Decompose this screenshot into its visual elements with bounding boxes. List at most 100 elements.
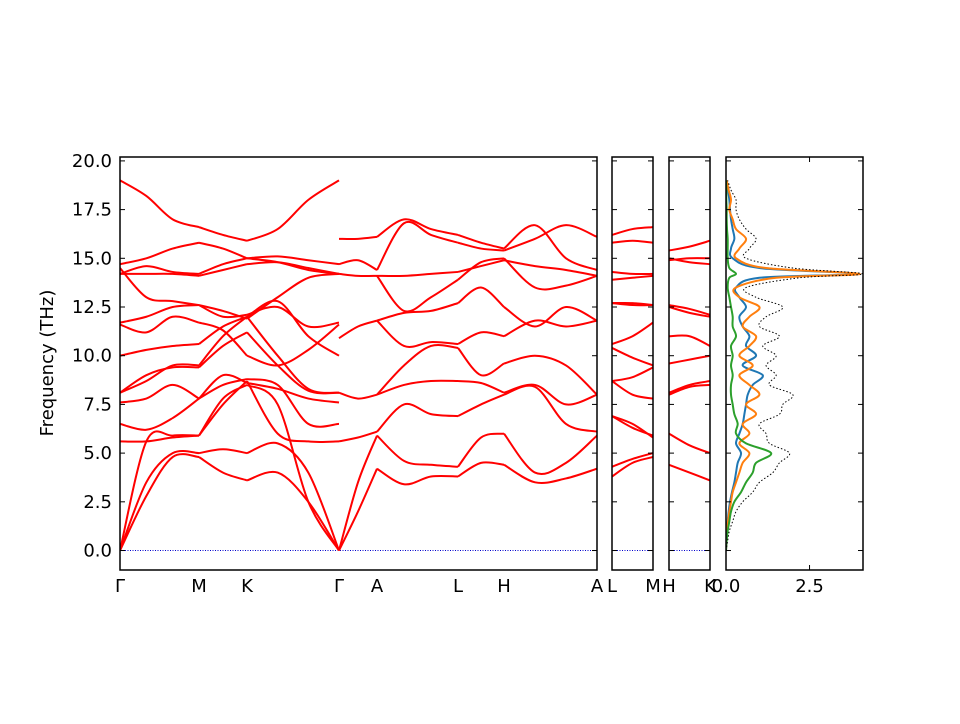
phonon-band-line [198,321,248,357]
phonon-band-line [612,452,653,468]
phonon-band-line [669,354,710,365]
phonon-band-line [198,448,248,455]
y-axis-label: Frequency (THz) [37,290,58,437]
phonon-band-line [120,265,200,275]
phonon-band-line [669,463,710,482]
phonon-band-line [612,302,653,307]
phonon-band-line [457,432,505,468]
y-tick-label: 15.0 [72,248,112,269]
dos-curve [726,180,858,551]
x-tick-label-L: L [453,576,463,597]
dos-panel: 0.0 2.5 [712,156,864,597]
phonon-band-line [120,267,200,307]
phonon-band-line [669,306,710,318]
y-tick-label: 20.0 [72,151,112,172]
phonon-band-line [246,305,340,329]
phonon-band-line [246,381,340,404]
panel-frame [668,156,711,571]
phonon-band-line [198,304,248,320]
phonon-band-line [198,331,248,369]
phonon-band-line [120,363,200,394]
phonon-band-line [246,257,340,275]
x-tick-label-K: K [241,576,254,597]
phonon-band-line [457,241,505,252]
phonon-band-line [120,241,200,266]
panel-bands [120,179,597,552]
x-tick-label-L: L [607,576,617,597]
y-tick-label: 17.5 [72,200,112,221]
phonon-band-line [612,226,653,236]
phonon-band-line [120,449,200,551]
phonon-band-line [246,378,340,428]
phonon-band-line [246,255,340,266]
phonon-band-line [669,383,710,396]
phonon-band-line [198,456,248,482]
phonon-band-line [120,430,200,551]
phonon-band-line [120,315,200,334]
phonon-band-line [503,433,597,475]
dos-curve [726,180,863,551]
phonon-band-line [503,383,597,406]
phonon-band-line [120,383,200,404]
x-tick-label-H: H [662,576,676,597]
phonon-band-line [246,179,340,242]
phonon-band-line [376,379,459,396]
phonon-band-line [457,331,505,345]
phonon-band-line [338,319,378,340]
phonon-band-line [338,272,378,277]
phonon-band-line [246,380,340,443]
phonon-band-line [376,270,459,277]
phonon-band-line [120,453,200,551]
phonon-band-line [198,263,248,277]
phonon-band-line [503,384,597,433]
phonon-band-line [198,373,248,400]
y-tick-label: 7.5 [83,394,112,415]
phonon-band-line [246,261,340,275]
phonon-band-line [503,259,597,277]
phonon-band-line [457,286,505,308]
phonon-band-line [457,257,505,281]
y-tick-label: 12.5 [72,297,112,318]
phonon-band-line [198,304,248,319]
phonon-band-line [669,304,710,316]
phonon-band-line [669,380,710,394]
phonon-band-line [457,393,505,417]
phonon-band-line [612,347,653,367]
x-tick-label-A: A [371,576,384,597]
phonon-band-line [120,365,200,394]
phonon-band-line [376,319,459,348]
y-tick-labels: 0.0 2.5 5.0 7.5 10.0 12.5 15.0 17.5 20.0 [72,151,112,562]
phonon-band-line [612,456,653,478]
phonon-band-line [457,461,505,478]
x-tick-label-M: M [191,576,207,597]
phonon-band-line [376,275,459,313]
phonon-band-line [376,220,459,271]
phonon-band-line [246,323,340,367]
phonon-band-line [376,302,459,322]
phonon-band-line [120,304,200,324]
phonon-band-line [376,434,459,468]
phonon-band-line [198,241,248,260]
phonon-band-line [612,274,653,281]
phonon-band-line [338,430,378,443]
phonon-band-line [198,315,248,345]
phonon-band-line [120,343,200,357]
dos-x-tick-label: 2.5 [795,576,824,597]
phonon-band-line [376,467,459,486]
phonon-band-line [338,468,378,551]
dos-x-tick-label: 0.0 [712,576,741,597]
y-tick-label: 2.5 [83,492,112,513]
phonon-band-line [503,257,597,291]
x-tick-label-Γ: Γ [115,576,125,597]
phonon-band-line [503,305,597,328]
dos-frame [725,156,864,571]
phonon-band-line [612,239,653,244]
phonon-band-line [612,415,653,437]
panel-frame [611,156,654,571]
phonon-band-line [503,224,597,252]
phonon-band-line [198,380,248,437]
phonon-band-line [246,316,340,394]
